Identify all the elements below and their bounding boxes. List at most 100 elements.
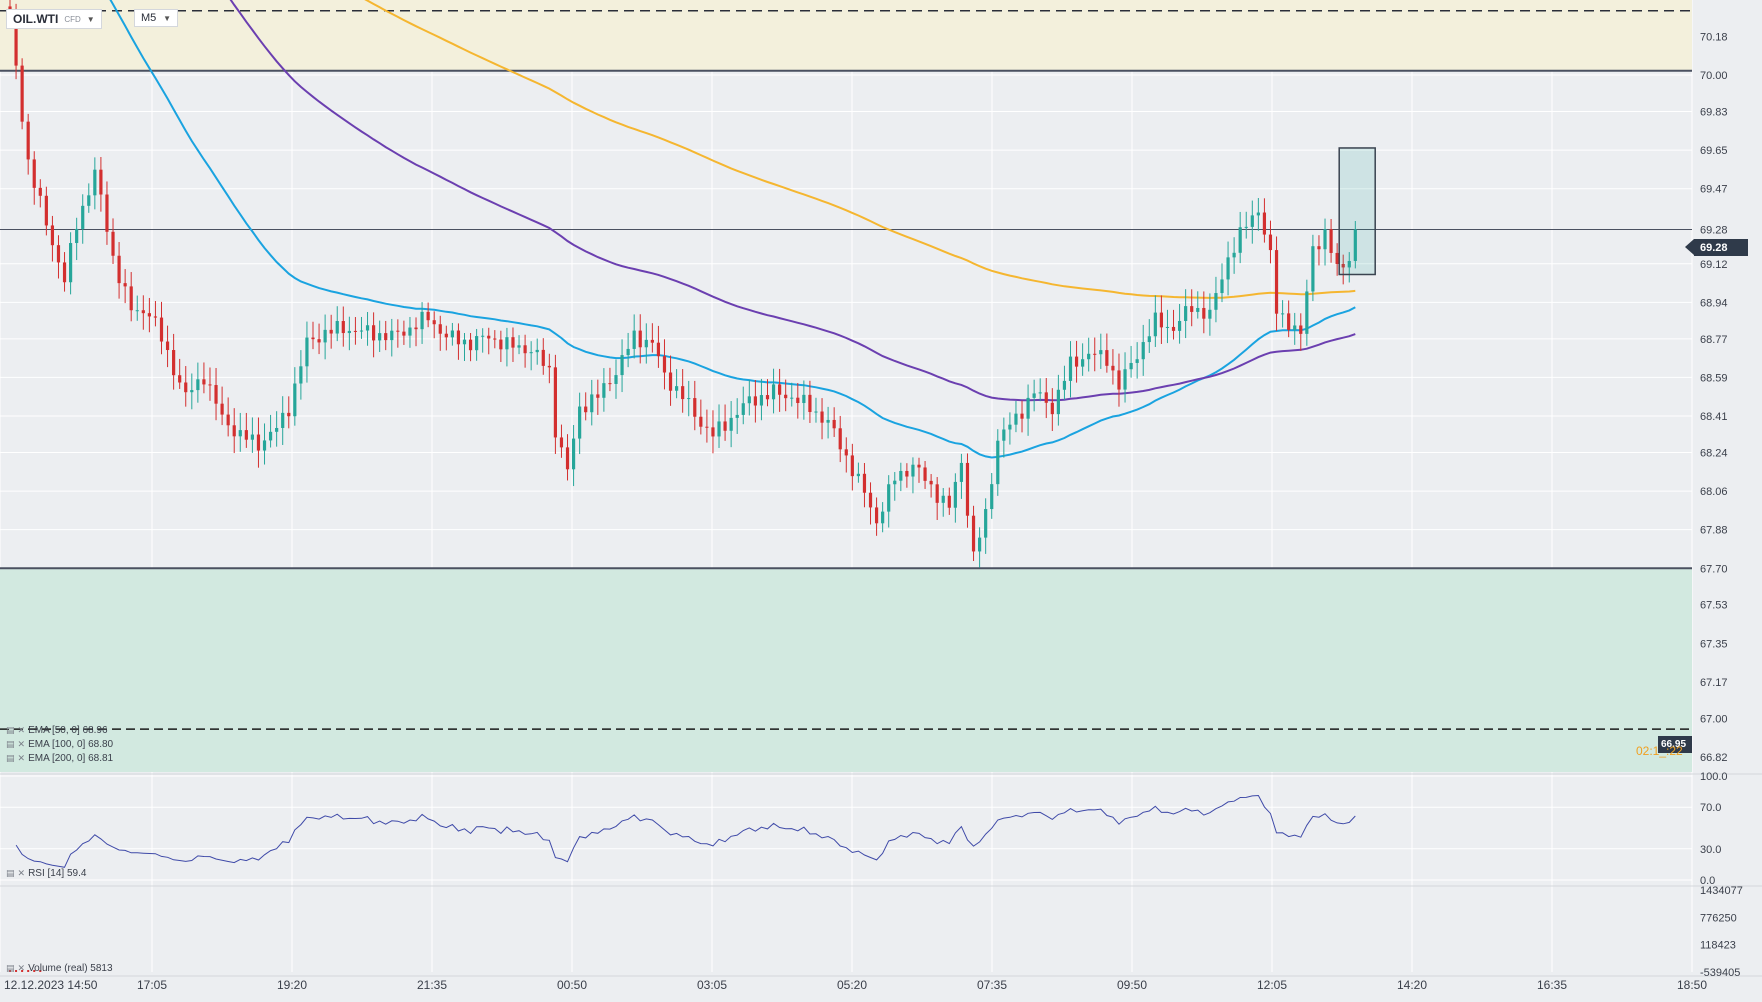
candle-body[interactable] <box>905 470 909 477</box>
candle-body[interactable] <box>1068 356 1073 381</box>
candle-body[interactable] <box>135 310 139 312</box>
candle-body[interactable] <box>771 384 776 400</box>
candle-body[interactable] <box>687 398 691 400</box>
candle-body[interactable] <box>1208 309 1212 319</box>
candle-body[interactable] <box>141 310 145 314</box>
candle-body[interactable] <box>69 243 73 283</box>
candle-body[interactable] <box>1135 359 1139 363</box>
candle-body[interactable] <box>468 339 473 351</box>
candle-body[interactable] <box>420 311 424 330</box>
candle-body[interactable] <box>656 342 661 357</box>
candle-body[interactable] <box>735 414 739 418</box>
candle-body[interactable] <box>93 169 97 196</box>
candle-body[interactable] <box>523 345 527 354</box>
candle-body[interactable] <box>1008 424 1012 430</box>
candle-body[interactable] <box>1202 307 1206 319</box>
candle-body[interactable] <box>923 467 927 481</box>
candle-body[interactable] <box>202 379 206 385</box>
candle-body[interactable] <box>1323 229 1327 250</box>
close-icon[interactable]: ✕ <box>17 753 26 763</box>
candle-body[interactable] <box>929 480 933 485</box>
candle-body[interactable] <box>262 440 267 451</box>
candle-body[interactable] <box>1293 325 1297 330</box>
candle-body[interactable] <box>632 330 636 349</box>
candle-body[interactable] <box>693 398 697 417</box>
candle-body[interactable] <box>293 383 297 417</box>
candle-body[interactable] <box>20 65 24 122</box>
candle-body[interactable] <box>256 434 261 451</box>
candle-body[interactable] <box>814 411 818 413</box>
candle-body[interactable] <box>1153 312 1157 337</box>
candle-body[interactable] <box>341 321 345 334</box>
candle-body[interactable] <box>317 339 321 343</box>
candle-body[interactable] <box>432 320 436 325</box>
legend-ema200[interactable]: ▤ ✕ EMA [200, 0] 68.81 <box>6 752 113 765</box>
candle-body[interactable] <box>1020 413 1024 419</box>
symbol-selector[interactable]: OIL.WTI CFD ▼ <box>6 9 102 29</box>
candle-body[interactable] <box>911 464 915 477</box>
candle-body[interactable] <box>378 333 382 341</box>
candle-body[interactable] <box>638 330 642 348</box>
candle-body[interactable] <box>1165 326 1170 328</box>
candle-body[interactable] <box>1026 397 1030 419</box>
legend-ema100[interactable]: ▤ ✕ EMA [100, 0] 68.80 <box>6 738 113 751</box>
candle-body[interactable] <box>305 337 309 367</box>
candle-body[interactable] <box>571 438 576 470</box>
close-icon[interactable]: ✕ <box>17 963 26 973</box>
candle-body[interactable] <box>826 419 830 423</box>
candle-body[interactable] <box>335 321 339 334</box>
price-axis[interactable]: 70.18 70.00 69.83 69.65 69.47 69.28 69.12 68.94… <box>1700 31 1743 979</box>
candle-body[interactable] <box>365 325 370 331</box>
candle-body[interactable] <box>584 406 588 413</box>
candle-body[interactable] <box>281 412 285 428</box>
candle-body[interactable] <box>44 195 48 226</box>
candle-body[interactable] <box>475 336 479 351</box>
candle-body[interactable] <box>1141 342 1145 360</box>
candle-body[interactable] <box>765 395 770 400</box>
candle-body[interactable] <box>299 366 303 384</box>
candle-body[interactable] <box>1184 306 1188 321</box>
candle-body[interactable] <box>238 430 242 437</box>
candle-body[interactable] <box>644 339 648 348</box>
candle-body[interactable] <box>547 365 551 368</box>
candle-body[interactable] <box>208 384 212 386</box>
candle-body[interactable] <box>408 327 412 336</box>
candle-body[interactable] <box>244 430 248 440</box>
candle-body[interactable] <box>190 390 194 393</box>
settings-icon[interactable]: ▤ <box>6 868 15 878</box>
candle-body[interactable] <box>184 382 188 393</box>
chevron-down-icon[interactable]: ▼ <box>163 13 171 23</box>
candle-body[interactable] <box>487 335 491 339</box>
candle-body[interactable] <box>438 324 442 334</box>
candle-body[interactable] <box>1305 291 1309 334</box>
candle-body[interactable] <box>553 367 557 438</box>
candle-body[interactable] <box>505 337 509 350</box>
candle-body[interactable] <box>935 484 939 503</box>
close-icon[interactable]: ✕ <box>17 739 26 749</box>
candle-body[interactable] <box>178 375 182 383</box>
candle-body[interactable] <box>941 495 945 503</box>
candle-body[interactable] <box>1347 260 1351 268</box>
close-icon[interactable]: ✕ <box>17 868 26 878</box>
candle-body[interactable] <box>959 462 964 482</box>
candle-body[interactable] <box>1317 246 1321 250</box>
horizontal-levels[interactable] <box>0 9 1692 730</box>
alert-price-tag[interactable]: 66.95 <box>1658 736 1692 753</box>
candle-body[interactable] <box>681 386 685 400</box>
candle-body[interactable] <box>602 383 606 398</box>
candle-body[interactable] <box>1196 307 1200 312</box>
candle-body[interactable] <box>105 194 109 232</box>
candle-body[interactable] <box>1147 336 1151 343</box>
candle-body[interactable] <box>1190 306 1194 312</box>
candle-body[interactable] <box>614 375 618 384</box>
candle-body[interactable] <box>1226 257 1230 280</box>
close-icon[interactable]: ✕ <box>17 725 26 735</box>
candle-body[interactable] <box>287 412 291 417</box>
candle-body[interactable] <box>1062 380 1067 390</box>
candle-body[interactable] <box>1074 356 1079 367</box>
candle-body[interactable] <box>517 345 521 348</box>
candle-body[interactable] <box>1256 212 1260 216</box>
candle-body[interactable] <box>711 427 715 437</box>
candle-body[interactable] <box>1050 402 1054 415</box>
candle-body[interactable] <box>165 341 170 351</box>
